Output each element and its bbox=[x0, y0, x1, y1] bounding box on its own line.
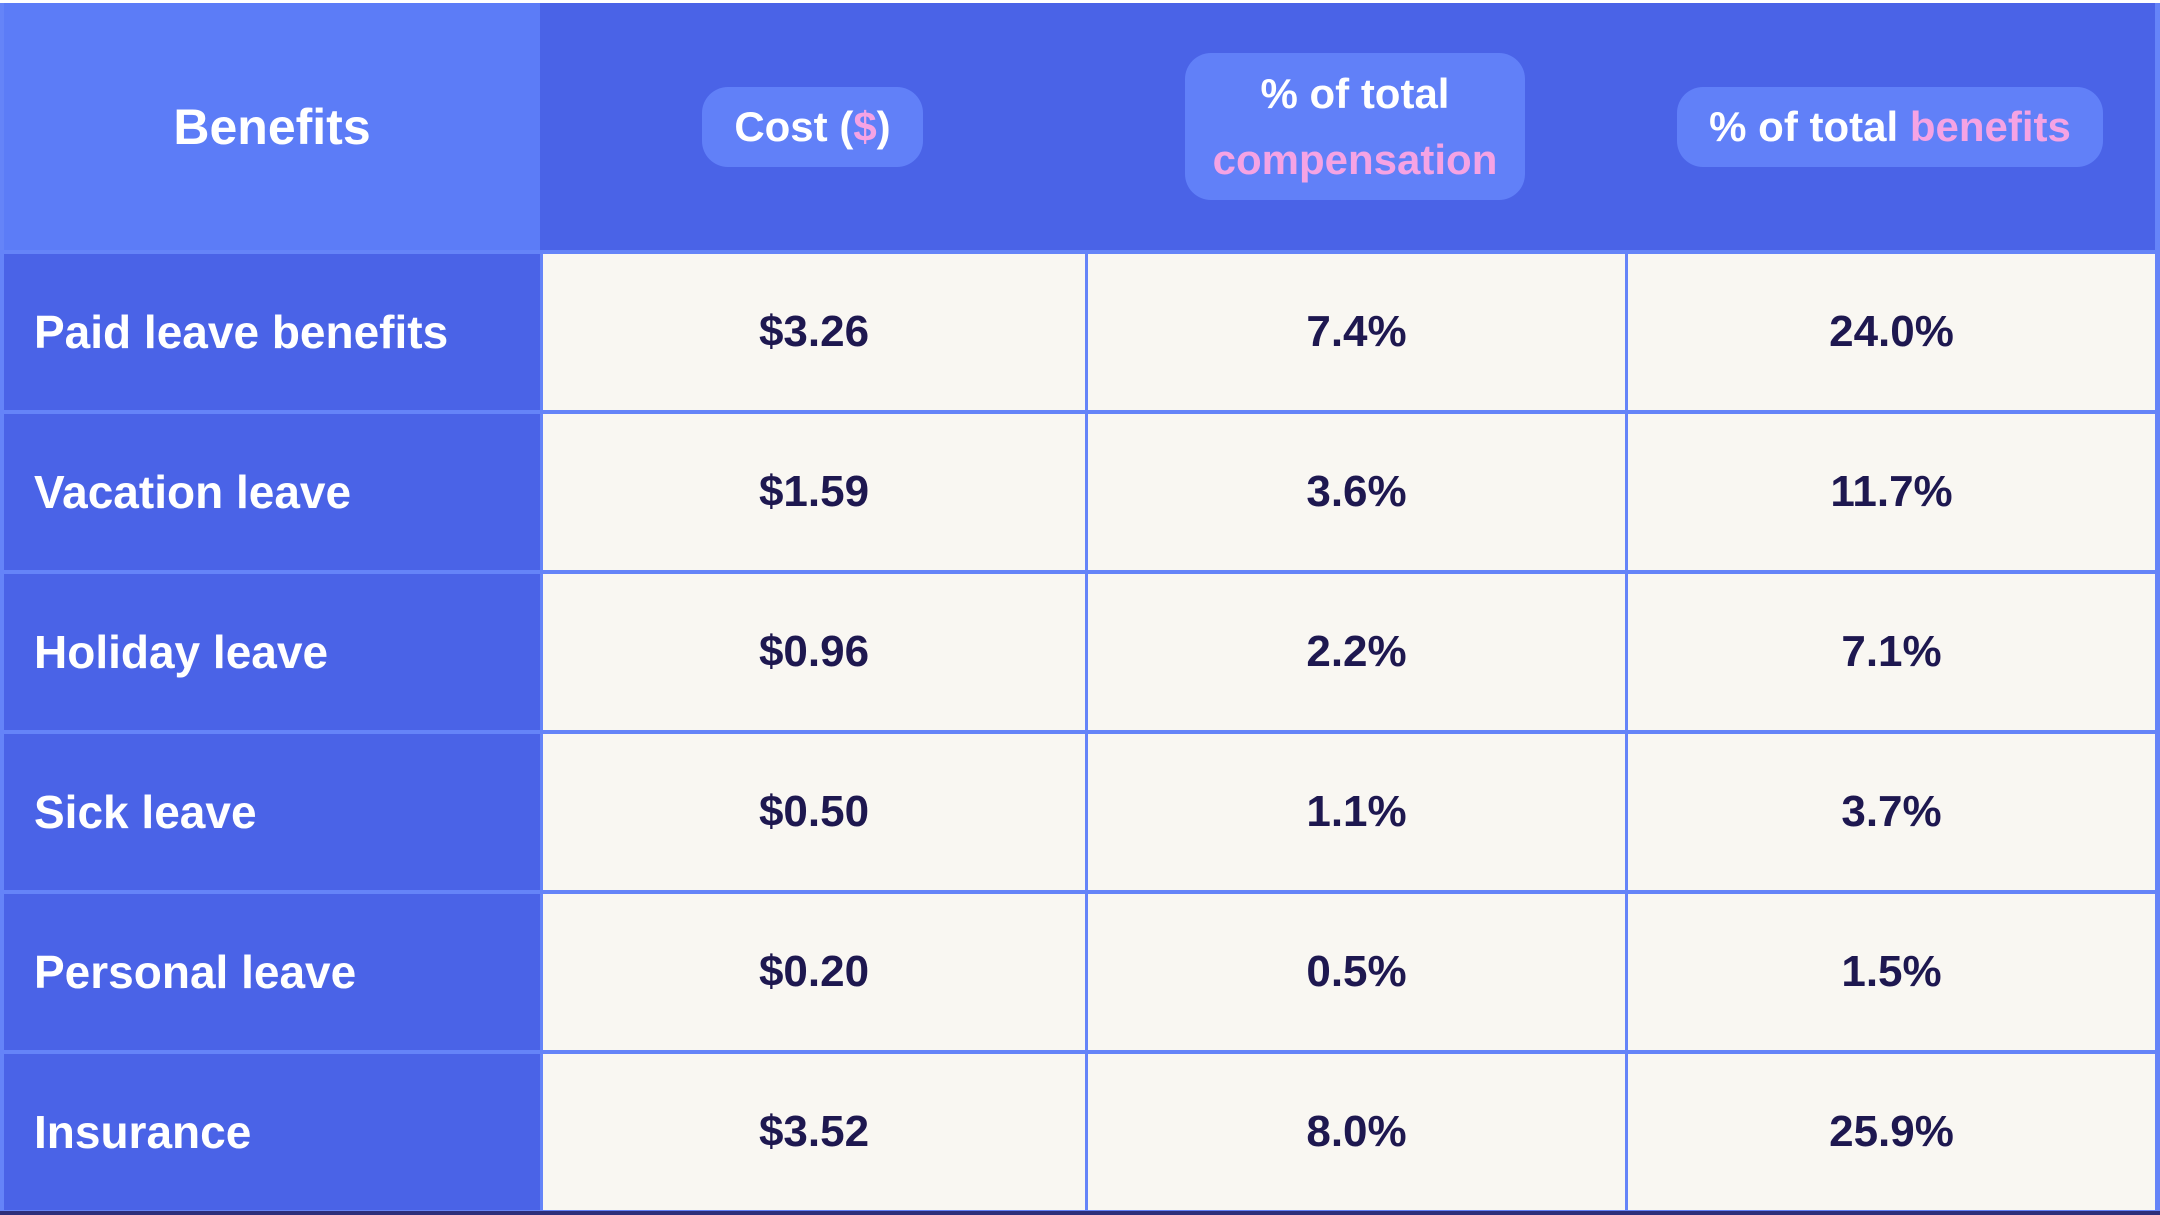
row-label-text: Insurance bbox=[34, 1106, 252, 1158]
cell-vacation-pct-benefits: 11.7% bbox=[1625, 410, 2155, 570]
bottom-accent-strip bbox=[0, 1211, 2160, 1215]
cell-value: 7.1% bbox=[1841, 627, 1942, 676]
cell-personal-cost: $0.20 bbox=[540, 890, 1085, 1050]
cell-personal-pct-compensation: 0.5% bbox=[1085, 890, 1625, 1050]
cell-insurance-pct-compensation: 8.0% bbox=[1085, 1050, 1625, 1210]
cell-value: $0.20 bbox=[758, 947, 870, 996]
pct-benefits-header-pill: % of total benefits bbox=[1677, 86, 2103, 167]
pct-benefits-label-accent: benefits bbox=[1909, 102, 2071, 150]
cell-paid-leave-cost: $3.26 bbox=[540, 250, 1085, 410]
row-label-text: Sick leave bbox=[34, 786, 257, 838]
cell-sick-cost: $0.50 bbox=[540, 730, 1085, 890]
row-label-sick-leave: Sick leave bbox=[4, 730, 540, 890]
cell-sick-pct-compensation: 1.1% bbox=[1085, 730, 1625, 890]
cell-sick-pct-benefits: 3.7% bbox=[1625, 730, 2155, 890]
row-label-text: Holiday leave bbox=[34, 626, 329, 678]
cell-value: 3.7% bbox=[1841, 787, 1942, 836]
cell-value: 3.6% bbox=[1306, 467, 1407, 516]
cell-value: 0.5% bbox=[1306, 947, 1407, 996]
cell-insurance-cost: $3.52 bbox=[540, 1050, 1085, 1210]
cell-insurance-pct-benefits: 25.9% bbox=[1625, 1050, 2155, 1210]
cell-value: 8.0% bbox=[1306, 1107, 1407, 1156]
row-label-paid-leave-benefits: Paid leave benefits bbox=[4, 250, 540, 410]
cell-value: 2.2% bbox=[1306, 627, 1407, 676]
cell-value: $0.96 bbox=[758, 627, 870, 676]
cell-holiday-cost: $0.96 bbox=[540, 570, 1085, 730]
cell-value: 7.4% bbox=[1306, 307, 1407, 356]
cell-vacation-pct-compensation: 3.6% bbox=[1085, 410, 1625, 570]
row-label-text: Paid leave benefits bbox=[34, 306, 449, 358]
cell-personal-pct-benefits: 1.5% bbox=[1625, 890, 2155, 1050]
cost-label-post: ) bbox=[876, 102, 891, 150]
column-header-benefits: Benefits bbox=[4, 3, 540, 250]
cell-paid-leave-pct-benefits: 24.0% bbox=[1625, 250, 2155, 410]
pct-benefits-label-pre: % of total bbox=[1709, 102, 1910, 150]
row-label-personal-leave: Personal leave bbox=[4, 890, 540, 1050]
pct-compensation-line2-accent: compensation bbox=[1212, 135, 1498, 183]
pct-compensation-line1: % of total bbox=[1260, 70, 1450, 118]
row-label-insurance: Insurance bbox=[4, 1050, 540, 1210]
row-label-text: Vacation leave bbox=[34, 466, 352, 518]
cell-value: $0.50 bbox=[758, 787, 870, 836]
row-label-text: Personal leave bbox=[34, 946, 357, 998]
pct-compensation-header-pill: % of total compensation bbox=[1184, 53, 1526, 200]
cell-value: 1.5% bbox=[1841, 947, 1942, 996]
cell-vacation-cost: $1.59 bbox=[540, 410, 1085, 570]
cell-value: $3.52 bbox=[758, 1107, 870, 1156]
cell-paid-leave-pct-compensation: 7.4% bbox=[1085, 250, 1625, 410]
cell-value: $1.59 bbox=[758, 467, 870, 516]
benefits-cost-table: Benefits Cost ($) % of total compensation… bbox=[0, 3, 2160, 1215]
column-header-cost: Cost ($) bbox=[540, 86, 1085, 167]
cost-label-dollar-accent: $ bbox=[853, 102, 877, 150]
cost-label-pre: Cost ( bbox=[734, 102, 854, 150]
column-header-pct-compensation: % of total compensation bbox=[1085, 53, 1625, 200]
cell-value: 11.7% bbox=[1830, 467, 1953, 516]
cell-holiday-pct-benefits: 7.1% bbox=[1625, 570, 2155, 730]
cell-value: $3.26 bbox=[758, 307, 870, 356]
cell-value: 1.1% bbox=[1306, 787, 1407, 836]
column-header-pct-benefits: % of total benefits bbox=[1625, 86, 2155, 167]
row-label-vacation-leave: Vacation leave bbox=[4, 410, 540, 570]
cost-header-pill: Cost ($) bbox=[702, 86, 923, 167]
column-header-benefits-label: Benefits bbox=[173, 98, 371, 155]
cell-value: 25.9% bbox=[1829, 1107, 1954, 1156]
cell-holiday-pct-compensation: 2.2% bbox=[1085, 570, 1625, 730]
cell-value: 24.0% bbox=[1829, 307, 1954, 356]
row-label-holiday-leave: Holiday leave bbox=[4, 570, 540, 730]
table-header-band: Cost ($) % of total compensation % of tot… bbox=[540, 3, 2155, 250]
